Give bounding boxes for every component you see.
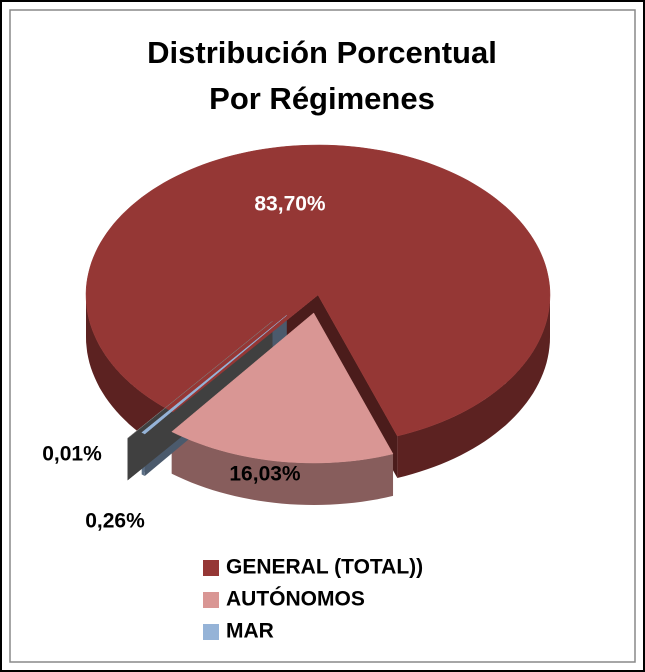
- chart-title: Distribución Porcentual: [147, 35, 497, 70]
- legend-swatch: [203, 560, 219, 576]
- slice-wall: [397, 295, 550, 478]
- value-label: 0,26%: [85, 510, 145, 533]
- pie-slice: [171, 312, 394, 464]
- legend-label: GENERAL (TOTAL)): [226, 556, 423, 579]
- chart-title: Por Régimenes: [209, 81, 435, 116]
- slice-wall: [171, 431, 393, 505]
- legend-label: MAR: [226, 620, 274, 643]
- legend-swatch: [203, 624, 219, 640]
- legend-swatch: [203, 592, 219, 608]
- pie-slice: [126, 321, 273, 439]
- legend-label: AUTÓNOMOS: [226, 587, 365, 611]
- value-label: 83,70%: [254, 193, 326, 216]
- value-label: 0,01%: [42, 443, 102, 466]
- value-label: 16,03%: [229, 463, 301, 486]
- pie-slice: [141, 315, 287, 435]
- pie-slice: [85, 144, 551, 437]
- slice-wall: [86, 295, 173, 455]
